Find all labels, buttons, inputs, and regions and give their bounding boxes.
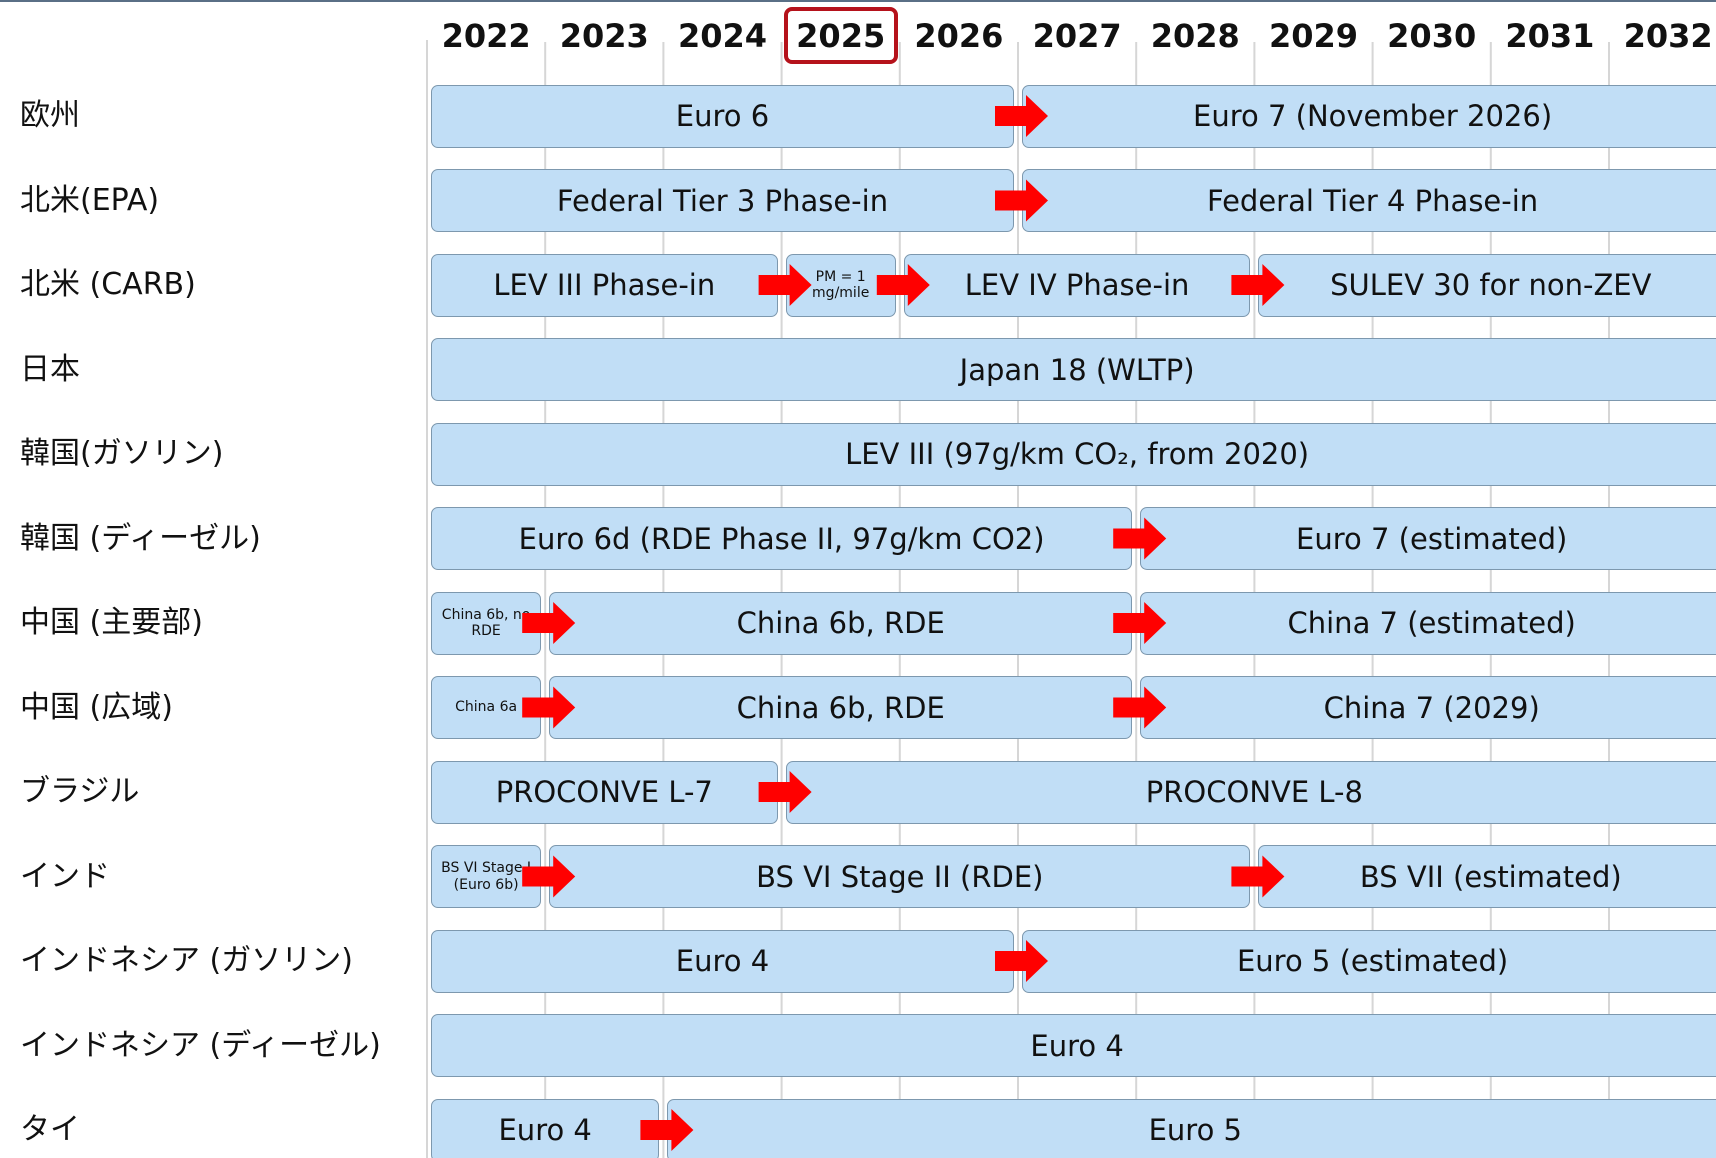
phase-box: Euro 5 xyxy=(667,1098,1716,1158)
row-label: ブラジル xyxy=(20,774,140,809)
row-label: インドネシア (ガソリン) xyxy=(20,943,353,978)
phase-box: PROCONVE L-8 xyxy=(785,760,1716,824)
phase-box: Federal Tier 4 Phase-in xyxy=(1022,169,1716,232)
transition-arrow xyxy=(522,602,576,644)
transition-arrow xyxy=(1113,686,1167,729)
year-label: 2032 xyxy=(1623,17,1713,55)
transition-arrow xyxy=(1113,602,1167,644)
transition-arrow xyxy=(758,264,812,306)
row-label: 欧州 xyxy=(20,98,80,133)
transition-arrow xyxy=(522,855,576,898)
row-label: 日本 xyxy=(20,351,80,387)
transition-arrow xyxy=(995,95,1048,137)
row-label: インド xyxy=(20,858,110,894)
row-label: タイ xyxy=(20,1112,80,1147)
phase-box: China 6b, RDE xyxy=(549,591,1133,655)
phase-box: Euro 4 xyxy=(431,929,1014,993)
phase-box: Euro 5 (estimated) xyxy=(1022,929,1716,993)
transition-arrow xyxy=(522,686,576,729)
row-label: 北米(EPA) xyxy=(20,182,160,218)
year-label: 2022 xyxy=(441,17,531,55)
phase-box: Euro 4 xyxy=(431,1014,1716,1077)
year-label: 2024 xyxy=(677,17,768,55)
year-label: 2031 xyxy=(1505,17,1595,55)
phase-box: PROCONVE L-7 xyxy=(431,760,778,824)
phase-box: China 6b, no RDE xyxy=(431,591,542,655)
phase-box: Japan 18 (WLTP) xyxy=(431,338,1716,401)
year-label: 2026 xyxy=(914,17,1004,55)
row-label: 中国 (広域) xyxy=(20,689,173,725)
phase-box: Euro 4 xyxy=(431,1098,660,1158)
transition-arrow xyxy=(1231,264,1285,306)
transition-arrow xyxy=(995,179,1048,222)
row-label: 韓国(ガソリン) xyxy=(20,436,224,471)
year-label: 2029 xyxy=(1268,17,1359,55)
phase-box: China 6b, RDE xyxy=(549,676,1133,739)
phase-box: LEV III Phase-in xyxy=(431,253,778,317)
row-label: 韓国 (ディーゼル) xyxy=(20,520,261,556)
row-label: 北米 (CARB) xyxy=(20,267,196,302)
transition-arrow xyxy=(1231,855,1285,898)
year-label: 2027 xyxy=(1032,17,1122,55)
year-label: 2023 xyxy=(559,17,649,55)
phase-box: BS VI Stage II (RDE) xyxy=(549,845,1251,908)
phase-box: Euro 6 xyxy=(431,84,1014,148)
phase-box: SULEV 30 for non-ZEV xyxy=(1258,253,1716,317)
phase-box: BS VII (estimated) xyxy=(1258,845,1716,908)
phase-box: China 7 (estimated) xyxy=(1140,591,1716,655)
highlight-year xyxy=(783,7,898,64)
row-label: インドネシア (ディーゼル) xyxy=(20,1027,381,1063)
transition-arrow xyxy=(758,771,812,813)
transition-arrow xyxy=(876,264,930,306)
phase-box: Federal Tier 3 Phase-in xyxy=(431,169,1014,232)
row-label: 中国 (主要部) xyxy=(20,605,203,640)
transition-arrow xyxy=(640,1109,694,1151)
phase-box: LEV IV Phase-in xyxy=(903,253,1251,317)
phase-box: LEV III (97g/km CO₂, from 2020) xyxy=(431,422,1716,486)
phase-box: Euro 7 (November 2026) xyxy=(1022,84,1716,148)
phase-box: Euro 7 (estimated) xyxy=(1140,507,1716,570)
year-label: 2025 xyxy=(796,17,886,55)
phase-box: Euro 6d (RDE Phase II, 97g/km CO2) xyxy=(431,507,1133,570)
year-label: 2028 xyxy=(1150,17,1240,55)
transition-arrow xyxy=(1113,517,1167,560)
phase-box: China 7 (2029) xyxy=(1140,676,1716,739)
year-label: 2030 xyxy=(1387,17,1477,55)
transition-arrow xyxy=(995,940,1048,982)
